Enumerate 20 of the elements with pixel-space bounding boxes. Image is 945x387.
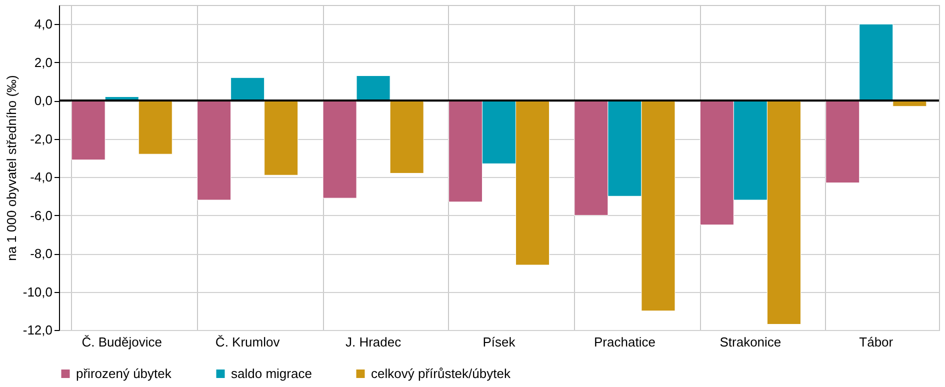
y-tick-label: 2,0 — [34, 54, 52, 70]
y-tick-label: -12,0 — [22, 322, 52, 338]
y-tick-label: 4,0 — [34, 16, 52, 32]
y-tick-label: -8,0 — [30, 246, 52, 262]
legend-label: saldo migrace — [231, 366, 312, 381]
x-tick-label: Č. Budějovice — [82, 334, 162, 350]
legend-label: přirozený úbytek — [76, 366, 172, 381]
legend-label: celkový přírůstek/úbytek — [371, 366, 511, 381]
y-tick-label: 0,0 — [34, 93, 52, 108]
y-tick-label: -10,0 — [22, 284, 52, 300]
y-axis-title: na 1 000 obyvatel středního (‰) — [4, 75, 19, 261]
x-tick-label: Strakonice — [720, 334, 782, 350]
y-tick-label: -2,0 — [30, 131, 52, 146]
x-tick-label: Č. Krumlov — [215, 334, 280, 350]
y-tick-label: -4,0 — [30, 170, 52, 185]
x-tick-label: J. Hradec — [345, 334, 402, 350]
y-tick-label: -6,0 — [30, 208, 52, 223]
x-tick-label: Písek — [482, 334, 516, 350]
x-tick-label: Prachatice — [594, 334, 656, 350]
x-tick-label: Tábor — [859, 334, 894, 350]
